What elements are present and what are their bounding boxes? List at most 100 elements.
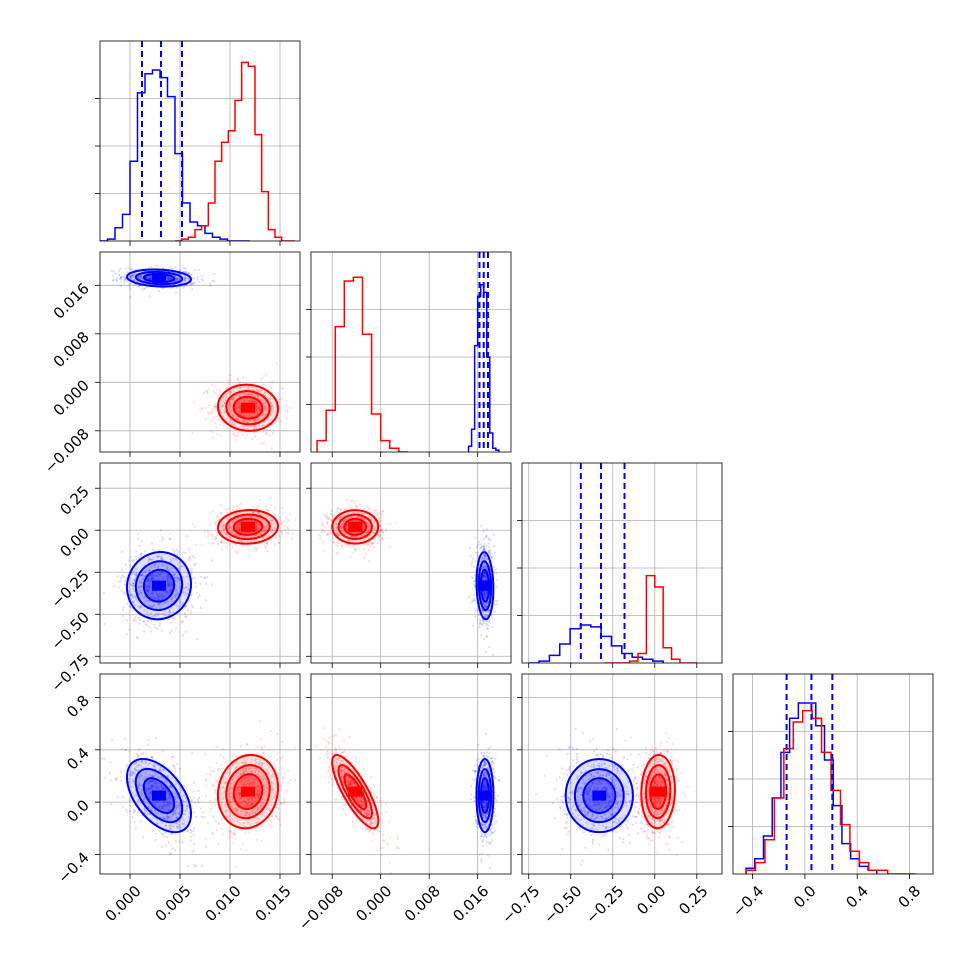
sample-point [238, 394, 241, 397]
sample-point [254, 770, 257, 773]
sample-point [371, 542, 374, 545]
sample-point [121, 574, 124, 577]
sample-point [187, 272, 190, 275]
sample-point [129, 760, 132, 764]
sample-point [176, 562, 179, 566]
sample-point [244, 397, 247, 400]
sample-point [185, 535, 188, 538]
sample-point [133, 770, 136, 773]
sample-point [493, 566, 496, 569]
sample-point [174, 780, 177, 783]
sample-point [278, 398, 281, 401]
sample-point [145, 788, 148, 791]
sample-point [232, 513, 236, 516]
sample-point [236, 518, 239, 521]
sample-point [270, 795, 273, 798]
sample-point [270, 730, 273, 733]
sample-point [195, 815, 198, 819]
sample-point [185, 804, 189, 807]
sample-point [203, 576, 206, 579]
sample-point [473, 579, 476, 583]
sample-point [132, 582, 135, 585]
sample-point [170, 588, 173, 591]
sample-point [287, 532, 290, 535]
sample-point [173, 573, 176, 576]
sample-point [161, 776, 164, 779]
sample-point [168, 611, 171, 614]
sample-point [139, 778, 142, 781]
sample-point [147, 584, 151, 588]
sample-point [177, 277, 180, 280]
sample-point [162, 601, 166, 604]
sample-point [215, 415, 218, 418]
sample-point [244, 783, 247, 786]
sample-point [151, 558, 154, 561]
sample-point [151, 576, 154, 579]
sample-point [144, 760, 147, 763]
sample-point [366, 521, 369, 525]
sample-point [474, 536, 477, 539]
sample-point [326, 517, 329, 520]
sample-point [119, 267, 122, 270]
sample-point [160, 775, 163, 778]
sample-point [245, 761, 248, 764]
sample-point [483, 595, 486, 598]
sample-point [248, 519, 251, 522]
sample-point [291, 532, 294, 535]
sample-point [336, 532, 339, 536]
sample-point [255, 401, 259, 404]
sample-point [152, 781, 155, 784]
sample-point [167, 816, 170, 819]
sample-point [183, 612, 186, 615]
sample-point [270, 781, 273, 784]
sample-point [253, 425, 256, 428]
sample-point [240, 414, 243, 417]
sample-point [482, 590, 485, 593]
sample-point [162, 800, 165, 804]
sample-point [339, 527, 342, 530]
sample-point [169, 797, 172, 800]
sample-point [484, 594, 487, 598]
sample-point [138, 775, 142, 779]
sample-point [335, 526, 338, 529]
sample-point [168, 804, 171, 808]
sample-point [381, 510, 384, 513]
sample-point [177, 813, 181, 816]
sample-point [206, 411, 209, 414]
sample-point [250, 425, 253, 428]
sample-point [242, 771, 246, 774]
sample-point [367, 543, 370, 546]
sample-point [236, 418, 239, 421]
sample-point [373, 532, 376, 535]
sample-point [158, 622, 161, 625]
sample-point [155, 593, 158, 596]
sample-point [356, 519, 359, 523]
sample-point [270, 413, 273, 416]
sample-point [186, 582, 189, 586]
sample-point [251, 511, 254, 514]
sample-point [180, 603, 183, 606]
sample-point [139, 277, 142, 280]
sample-point [239, 527, 242, 530]
sample-point [279, 789, 282, 792]
sample-point [151, 757, 154, 760]
sample-point [374, 525, 377, 528]
sample-point [253, 420, 256, 423]
sample-point [475, 609, 478, 612]
sample-point [335, 530, 338, 534]
sample-point [140, 585, 143, 588]
sample-point [119, 280, 123, 283]
sample-point [149, 558, 152, 561]
sample-point [216, 395, 219, 398]
sample-point [239, 503, 242, 506]
sample-point [149, 566, 152, 569]
sample-point [238, 407, 242, 410]
sample-point [175, 816, 178, 819]
sample-point [260, 513, 263, 516]
sample-point [361, 512, 364, 515]
sample-point [276, 732, 279, 736]
sample-point [241, 419, 244, 422]
sample-point [179, 804, 182, 807]
sample-point [140, 759, 143, 762]
sample-point [337, 533, 340, 536]
